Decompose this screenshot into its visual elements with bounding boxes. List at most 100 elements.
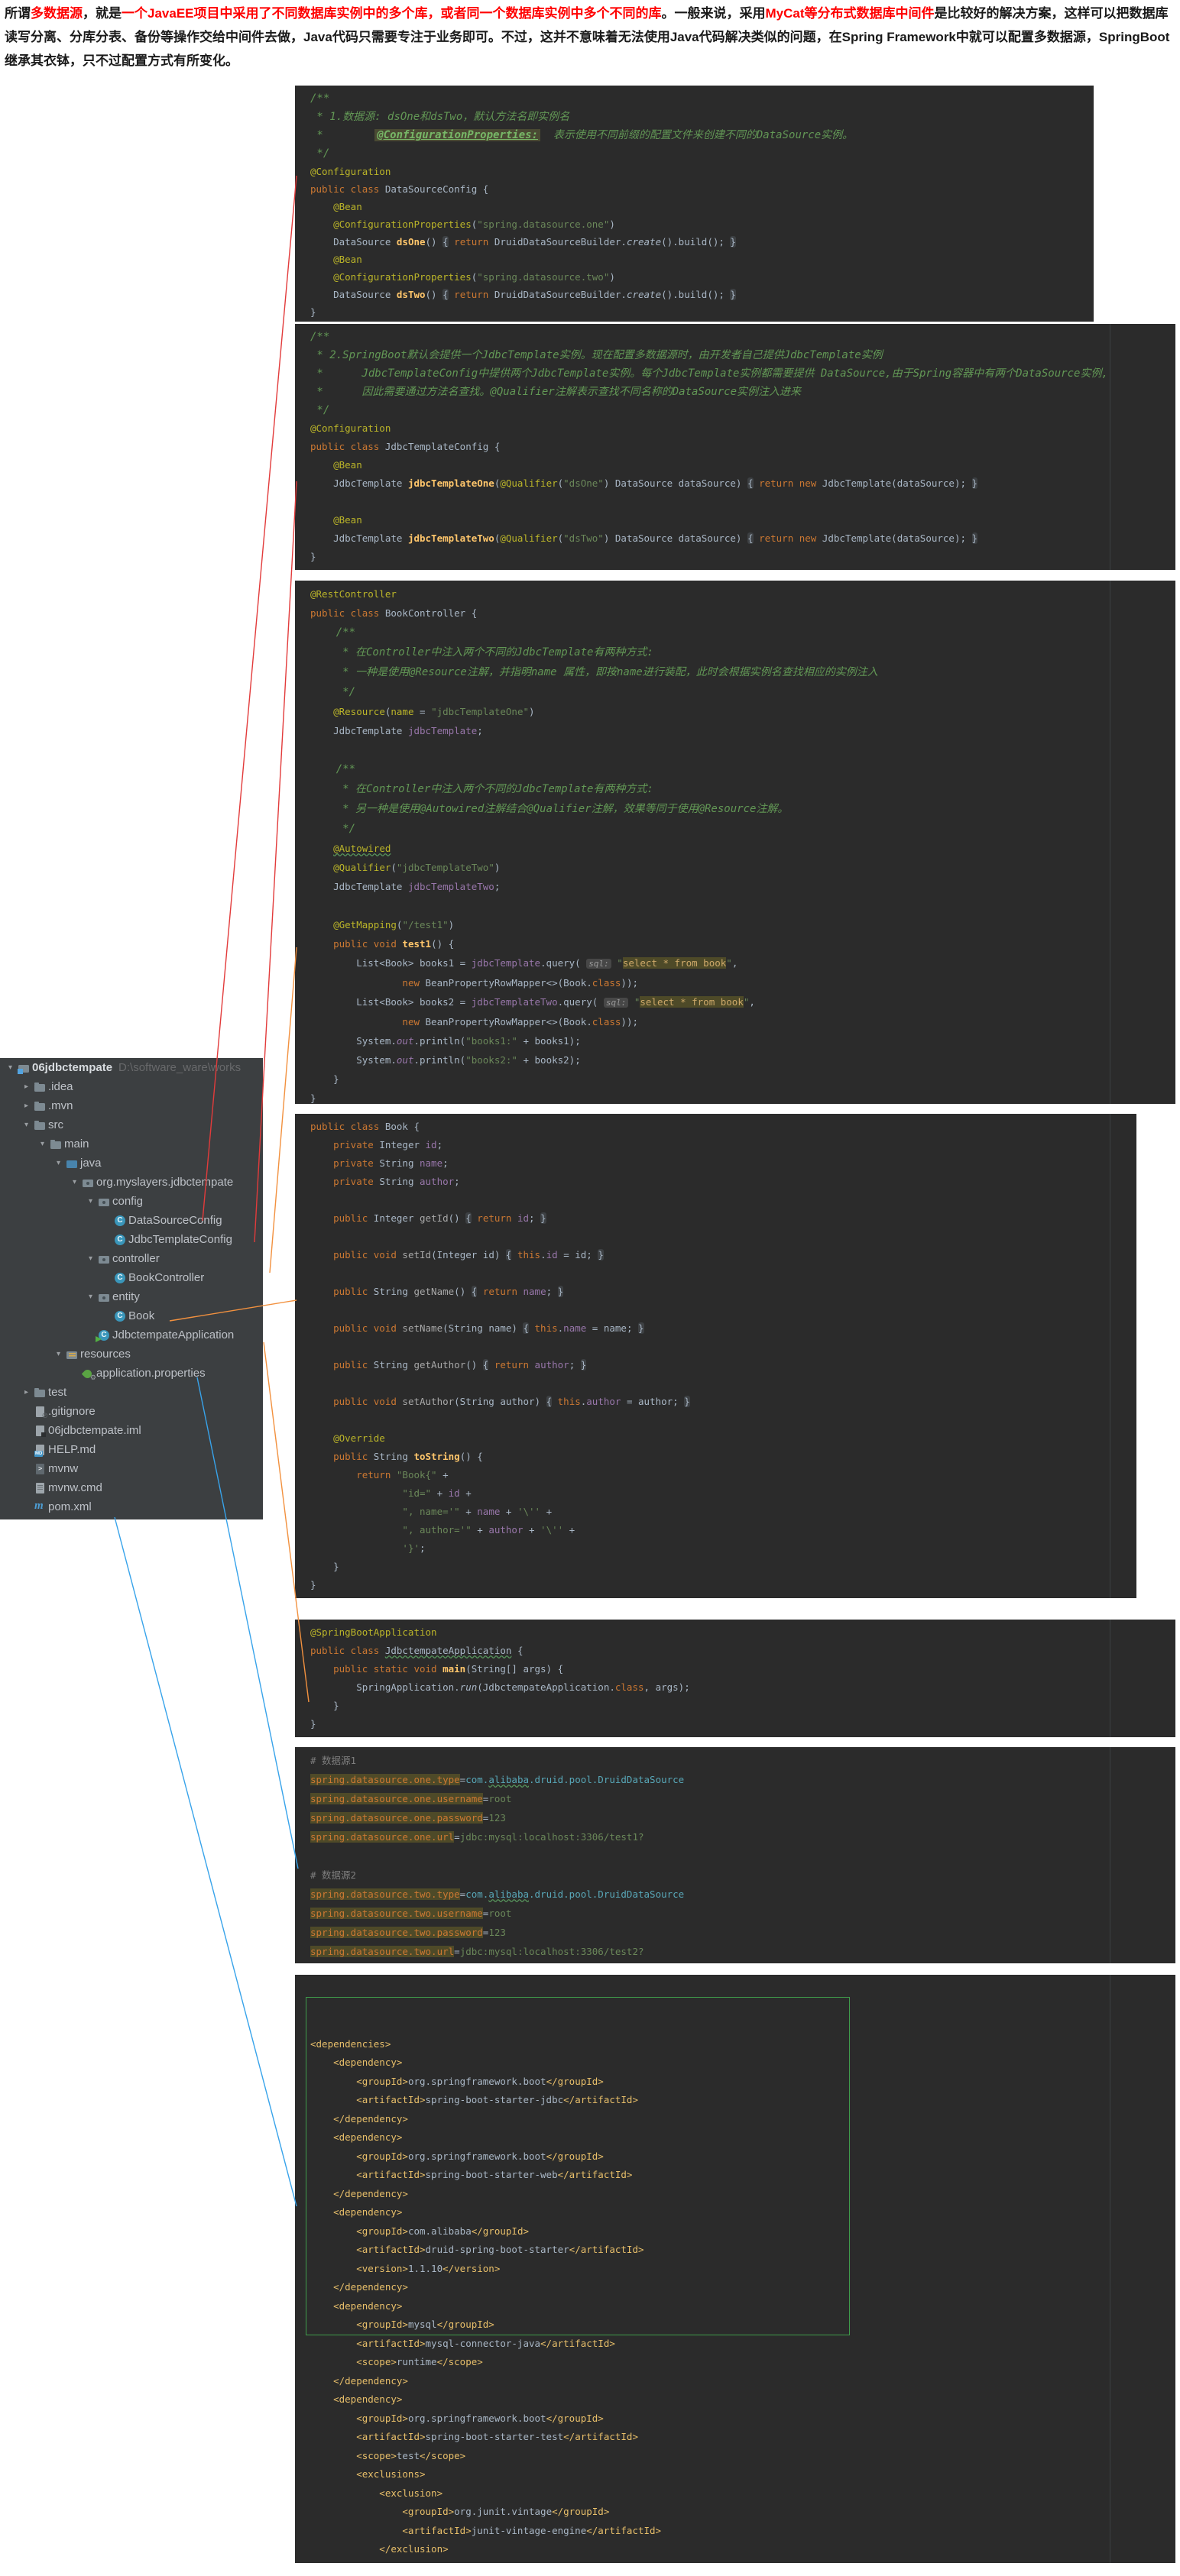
code-line: System.out.println("books1:" + books1); — [310, 1035, 581, 1047]
code-line: </dependency> — [310, 2112, 408, 2125]
tree-item-jdbctemplateconfig[interactable]: JdbcTemplateConfig — [0, 1230, 263, 1249]
tree-item-label: application.properties — [96, 1367, 206, 1380]
tree-item-java[interactable]: ▾ java — [0, 1154, 263, 1173]
code-block-application-main: @SpringBootApplication public class Jdbct… — [295, 1620, 1175, 1737]
tree-item-book[interactable]: Book — [0, 1306, 263, 1325]
folder-icon — [50, 1138, 63, 1150]
tree-item-help-md[interactable]: HELP.md — [0, 1440, 263, 1459]
code-line: /** — [310, 626, 356, 639]
tree-item-label: .idea — [48, 1080, 73, 1093]
code-line: new BeanPropertyRowMapper<>(Book.class))… — [402, 1016, 638, 1027]
class-icon — [114, 1272, 127, 1284]
expand-arrow-icon[interactable]: ▾ — [88, 1197, 93, 1205]
expand-arrow-icon[interactable]: ▸ — [24, 1083, 29, 1091]
expand-arrow-icon[interactable]: ▸ — [24, 1388, 29, 1396]
tree-item-datasourceconfig[interactable]: DataSourceConfig — [0, 1211, 263, 1230]
expand-arrow-icon[interactable]: ▾ — [8, 1063, 13, 1072]
tree-item-gitignore[interactable]: .gitignore — [0, 1402, 263, 1421]
code-line: public void test1() { — [310, 938, 455, 950]
code-line: public class JdbctempateApplication { — [310, 1645, 524, 1656]
code-line: <groupId>com.alibaba</groupId> — [310, 2225, 529, 2237]
tree-item-label: config — [112, 1195, 144, 1208]
tree-item-mvn[interactable]: ▸ .mvn — [0, 1096, 263, 1115]
code-line — [310, 1374, 1136, 1393]
tree-item-config[interactable]: ▾ config — [0, 1192, 263, 1211]
tree-item-label: 06jdbctempate — [32, 1061, 113, 1074]
code-line: </dependency> — [310, 2281, 408, 2293]
code-line: private String name; — [310, 1157, 449, 1169]
package-icon — [82, 1176, 95, 1189]
code-line: public String toString() { — [310, 1451, 483, 1462]
tree-item-resources[interactable]: ▾ resources — [0, 1345, 263, 1364]
expand-arrow-icon[interactable]: ▾ — [56, 1350, 61, 1358]
file-cmd-icon — [34, 1482, 47, 1494]
intro-text-segment: 所谓 — [5, 6, 31, 21]
tree-item-jdbctempateapplication[interactable]: JdbctempateApplication — [0, 1325, 263, 1345]
expand-arrow-icon[interactable]: ▾ — [72, 1178, 77, 1186]
tree-item-entity[interactable]: ▾ entity — [0, 1287, 263, 1306]
code-line: private String author; — [310, 1176, 460, 1187]
tree-item-org-myslayers-jdbctempate[interactable]: ▾ org.myslayers.jdbctempate — [0, 1173, 263, 1192]
code-line: List<Book> books2 = jdbcTemplateTwo.quer… — [310, 996, 755, 1008]
code-line: JdbcTemplate jdbcTemplateTwo(@Qualifier(… — [310, 532, 978, 544]
code-line: DataSource dsTwo() { return DruidDataSou… — [310, 289, 736, 300]
code-line: } — [310, 1700, 339, 1711]
tree-item-label: mvnw.cmd — [48, 1481, 102, 1494]
code-line — [310, 1264, 1136, 1283]
tree-item-test[interactable]: ▸ test — [0, 1383, 263, 1402]
tree-item-application-properties[interactable]: application.properties — [0, 1364, 263, 1383]
code-line: /** — [310, 331, 330, 343]
code-line: @Bean — [310, 254, 362, 265]
package-icon — [98, 1253, 111, 1265]
tree-item-label: org.myslayers.jdbctempate — [96, 1176, 234, 1189]
tree-item-06jdbctempate-iml[interactable]: 06jdbctempate.iml — [0, 1421, 263, 1440]
expand-arrow-icon[interactable]: ▾ — [56, 1159, 61, 1167]
code-line: * 在Controller中注入两个不同的JdbcTemplate有两种方式: — [310, 783, 653, 795]
folder-icon — [34, 1081, 47, 1093]
code-line: @RestController — [310, 588, 397, 600]
code-line: <groupId>org.springframework.boot</group… — [310, 2150, 604, 2162]
tree-item-src[interactable]: ▾ src — [0, 1115, 263, 1134]
code-line: public class BookController { — [310, 607, 478, 619]
expand-arrow-icon[interactable]: ▾ — [88, 1254, 93, 1263]
tree-item-idea[interactable]: ▸ .idea — [0, 1077, 263, 1096]
code-line: <dependency> — [310, 2299, 403, 2312]
tree-item-06jdbctempate[interactable]: ▾ 06jdbctempate D:\software_ware\works — [0, 1058, 263, 1077]
expand-arrow-icon[interactable]: ▾ — [24, 1121, 29, 1129]
code-line: "id=" + id + — [402, 1487, 472, 1499]
tree-item-main[interactable]: ▾ main — [0, 1134, 263, 1154]
code-line: <artifactId>spring-boot-starter-web</art… — [310, 2169, 633, 2180]
expand-arrow-icon[interactable]: ▸ — [24, 1102, 29, 1110]
tree-item-label: DataSourceConfig — [128, 1214, 222, 1227]
code-line: <groupId>org.junit.vintage</groupId> — [310, 2506, 610, 2517]
folder-java-icon — [66, 1157, 79, 1170]
code-line: public void setName(String name) { this.… — [310, 1322, 644, 1334]
tree-item-mvnw-cmd[interactable]: mvnw.cmd — [0, 1478, 263, 1497]
code-line: new BeanPropertyRowMapper<>(Book.class))… — [402, 977, 638, 989]
tree-item-mvnw[interactable]: mvnw — [0, 1459, 263, 1478]
expand-arrow-icon[interactable]: ▾ — [88, 1293, 93, 1301]
code-line: } — [310, 551, 316, 562]
code-line: <version>1.1.10</version> — [310, 2262, 501, 2274]
tree-item-label: entity — [112, 1290, 140, 1303]
code-line: * JdbcTemplateConfig中提供两个JdbcTemplate实例。… — [310, 367, 1108, 380]
tree-item-label: Book — [128, 1309, 155, 1322]
code-line: @SpringBootApplication — [310, 1626, 437, 1638]
tree-item-pom-xml[interactable]: pom.xml — [0, 1497, 263, 1516]
code-block-book-entity: public class Book { private Integer id; … — [295, 1114, 1136, 1598]
code-line: <exclusions> — [310, 2468, 426, 2480]
code-line: <dependency> — [310, 2057, 403, 2068]
code-line: /** — [310, 92, 330, 105]
code-line: spring.datasource.one.url=jdbc:mysql:loc… — [310, 1831, 644, 1843]
folder-icon — [34, 1119, 47, 1131]
code-line: */ — [310, 823, 356, 835]
code-line: } — [310, 306, 316, 318]
code-line: private Integer id; — [310, 1139, 443, 1150]
tree-item-label: mvnw — [48, 1462, 79, 1475]
tree-item-bookcontroller[interactable]: BookController — [0, 1268, 263, 1287]
expand-arrow-icon[interactable]: ▾ — [40, 1140, 45, 1148]
file-mvn-icon — [34, 1500, 47, 1513]
code-line: @Configuration — [310, 422, 391, 434]
tree-item-controller[interactable]: ▾ controller — [0, 1249, 263, 1268]
